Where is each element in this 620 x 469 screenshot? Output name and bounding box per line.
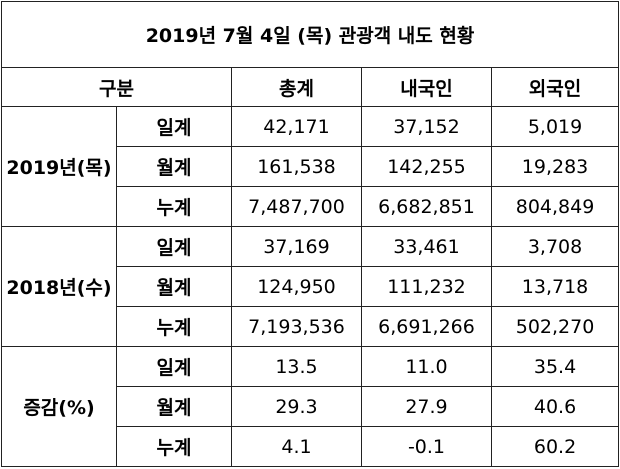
header-cell: 외국인 [490, 67, 620, 107]
row-label: 누계 [116, 426, 232, 467]
value-cell: 7,487,700 [231, 186, 362, 227]
row-label: 일계 [116, 226, 232, 267]
value-cell: 29.3 [231, 386, 362, 427]
value-cell: 5,019 [490, 106, 620, 147]
header-cell: 내국인 [361, 67, 492, 107]
data-row: 월계 124,950 111,232 13,718 [2, 266, 620, 307]
value-cell: 7,193,536 [231, 306, 362, 347]
value-cell: 19,283 [490, 146, 620, 187]
value-cell: 11.0 [361, 346, 492, 387]
data-row: 월계 29.3 27.9 40.6 [2, 386, 620, 427]
value-cell: 4.1 [231, 426, 362, 467]
value-cell: 37,169 [231, 226, 362, 267]
data-row: 증감(%) 일계 13.5 11.0 35.4 [1, 346, 620, 467]
row-label: 월계 [116, 146, 232, 187]
title-row: 2019년 7월 4일 (목) 관광객 내도 현황 [0, 1, 620, 68]
header-row: 구분 총계 내국인 외국인 [1, 67, 620, 107]
value-cell: 502,270 [490, 306, 620, 347]
row-label: 누계 [116, 306, 232, 347]
data-row: 월계 161,538 142,255 19,283 [2, 146, 620, 187]
value-cell: 27.9 [361, 386, 492, 427]
value-cell: 35.4 [490, 346, 620, 387]
data-row: 누계 7,193,536 6,691,266 502,270 [2, 306, 620, 347]
value-cell: 161,538 [231, 146, 362, 187]
value-cell: 6,682,851 [361, 186, 492, 227]
header-cell: 총계 [231, 67, 362, 107]
value-cell: 111,232 [361, 266, 492, 307]
value-cell: 124,950 [231, 266, 362, 307]
data-row: 2018년(수) 일계 37,169 33,461 3,708 [1, 226, 620, 347]
group-label: 2018년(수) [1, 226, 117, 347]
table-title: 2019년 7월 4일 (목) 관광객 내도 현황 [0, 1, 620, 68]
group-label: 2019년(목) [1, 106, 117, 227]
data-row: 2019년(목) 일계 42,171 37,152 5,019 [1, 106, 620, 227]
row-label: 월계 [116, 386, 232, 427]
row-label: 일계 [116, 106, 232, 147]
value-cell: -0.1 [361, 426, 492, 467]
value-cell: 33,461 [361, 226, 492, 267]
header-cell: 구분 [1, 67, 232, 107]
value-cell: 13.5 [231, 346, 362, 387]
row-label: 월계 [116, 266, 232, 307]
group-label: 증감(%) [1, 346, 117, 467]
value-cell: 142,255 [361, 146, 492, 187]
data-row: 누계 7,487,700 6,682,851 804,849 [2, 186, 620, 227]
value-cell: 3,708 [490, 226, 620, 267]
value-cell: 40.6 [490, 386, 620, 427]
value-cell: 6,691,266 [361, 306, 492, 347]
data-row: 누계 4.1 -0.1 60.2 [2, 426, 620, 467]
row-label: 일계 [116, 346, 232, 387]
value-cell: 13,718 [490, 266, 620, 307]
value-cell: 37,152 [361, 106, 492, 147]
value-cell: 42,171 [231, 106, 362, 147]
row-label: 누계 [116, 186, 232, 227]
value-cell: 804,849 [490, 186, 620, 227]
value-cell: 60.2 [490, 426, 620, 467]
